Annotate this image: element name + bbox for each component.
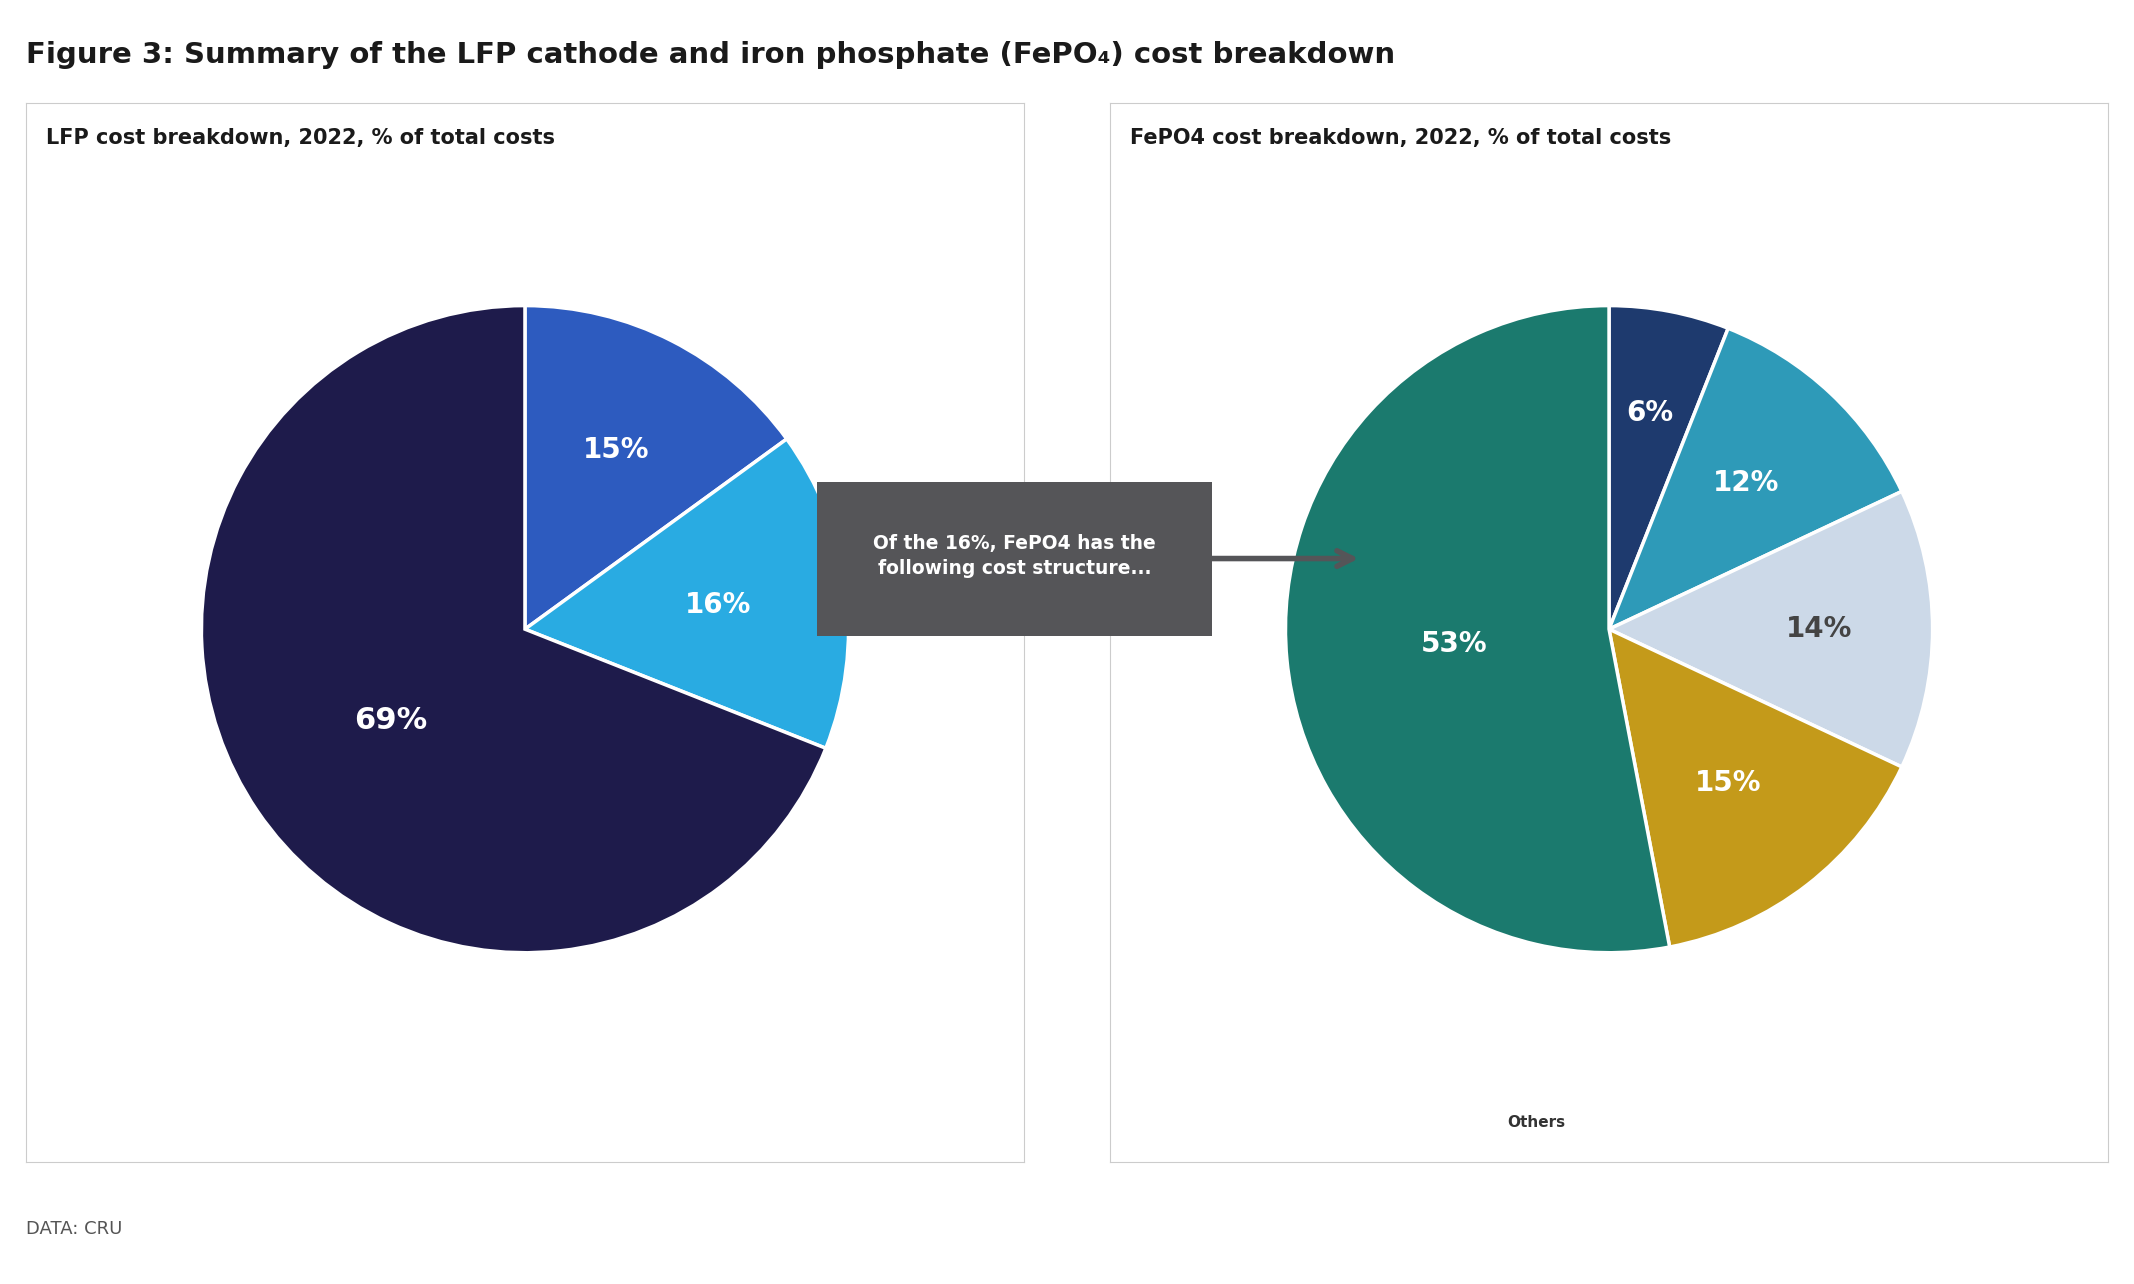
Wedge shape [1609,629,1901,948]
Text: Lithium Carbonate: Lithium Carbonate [100,1106,267,1121]
Text: 12%: 12% [1714,469,1780,497]
Text: LFP cost breakdown, 2022, % of total costs: LFP cost breakdown, 2022, % of total cos… [45,128,555,148]
Wedge shape [201,306,826,953]
Text: 16%: 16% [685,591,751,619]
Text: 15%: 15% [583,437,649,465]
Wedge shape [525,306,787,629]
Text: Others: Others [807,1106,866,1121]
FancyBboxPatch shape [817,482,1212,636]
Text: Others: Others [1507,1115,1566,1130]
Text: Iron Phosphate: Iron Phosphate [442,1106,578,1121]
Text: FePO4 cost breakdown, 2022, % of total costs: FePO4 cost breakdown, 2022, % of total c… [1129,128,1671,148]
Text: Iron source: Iron source [1775,1057,1874,1072]
Text: Figure 3: Summary of the LFP cathode and iron phosphate (FePO₄) cost breakdown: Figure 3: Summary of the LFP cathode and… [26,41,1396,69]
Wedge shape [1609,492,1933,767]
Text: 53%: 53% [1421,629,1487,657]
Text: DATA: CRU: DATA: CRU [26,1220,122,1238]
Wedge shape [1609,306,1729,629]
Wedge shape [1609,329,1901,629]
Text: 6%: 6% [1626,399,1673,428]
Text: Phosphorus Source: Phosphorus Source [1165,1057,1332,1072]
Text: Of the 16%, FePO4 has the
following cost structure...: Of the 16%, FePO4 has the following cost… [873,534,1157,578]
Text: 14%: 14% [1786,615,1852,643]
Text: 15%: 15% [1694,769,1761,796]
Wedge shape [525,439,849,749]
Text: Energy cost: Energy cost [1197,1115,1300,1130]
Text: Conversion cost: Conversion cost [1468,1057,1605,1072]
Wedge shape [1285,306,1669,953]
Text: 69%: 69% [354,706,427,734]
